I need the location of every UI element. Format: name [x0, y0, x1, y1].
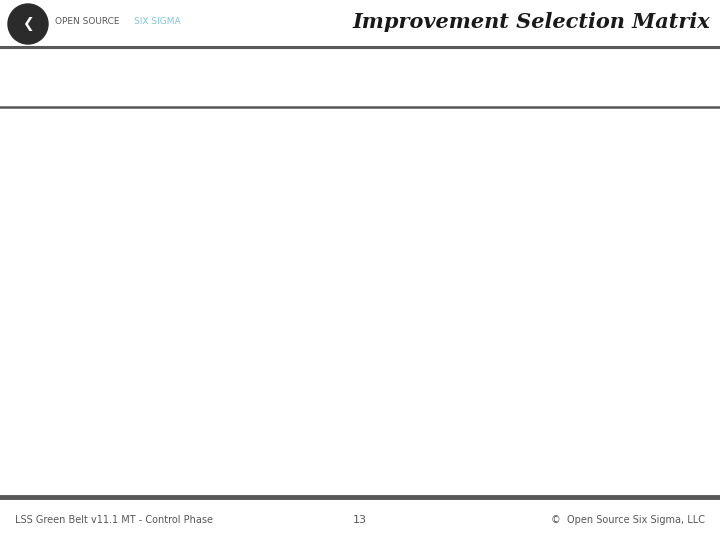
- Circle shape: [8, 4, 48, 44]
- Text: SIX SIGMA: SIX SIGMA: [134, 17, 181, 26]
- Text: Improvement Selection Matrix: Improvement Selection Matrix: [352, 12, 710, 32]
- Text: ©  Open Source Six Sigma, LLC: © Open Source Six Sigma, LLC: [551, 515, 705, 525]
- Text: ❮: ❮: [22, 17, 34, 31]
- Text: OPEN SOURCE: OPEN SOURCE: [55, 17, 122, 26]
- Text: 13: 13: [353, 515, 367, 525]
- Text: LSS Green Belt v11.1 MT - Control Phase: LSS Green Belt v11.1 MT - Control Phase: [15, 515, 213, 525]
